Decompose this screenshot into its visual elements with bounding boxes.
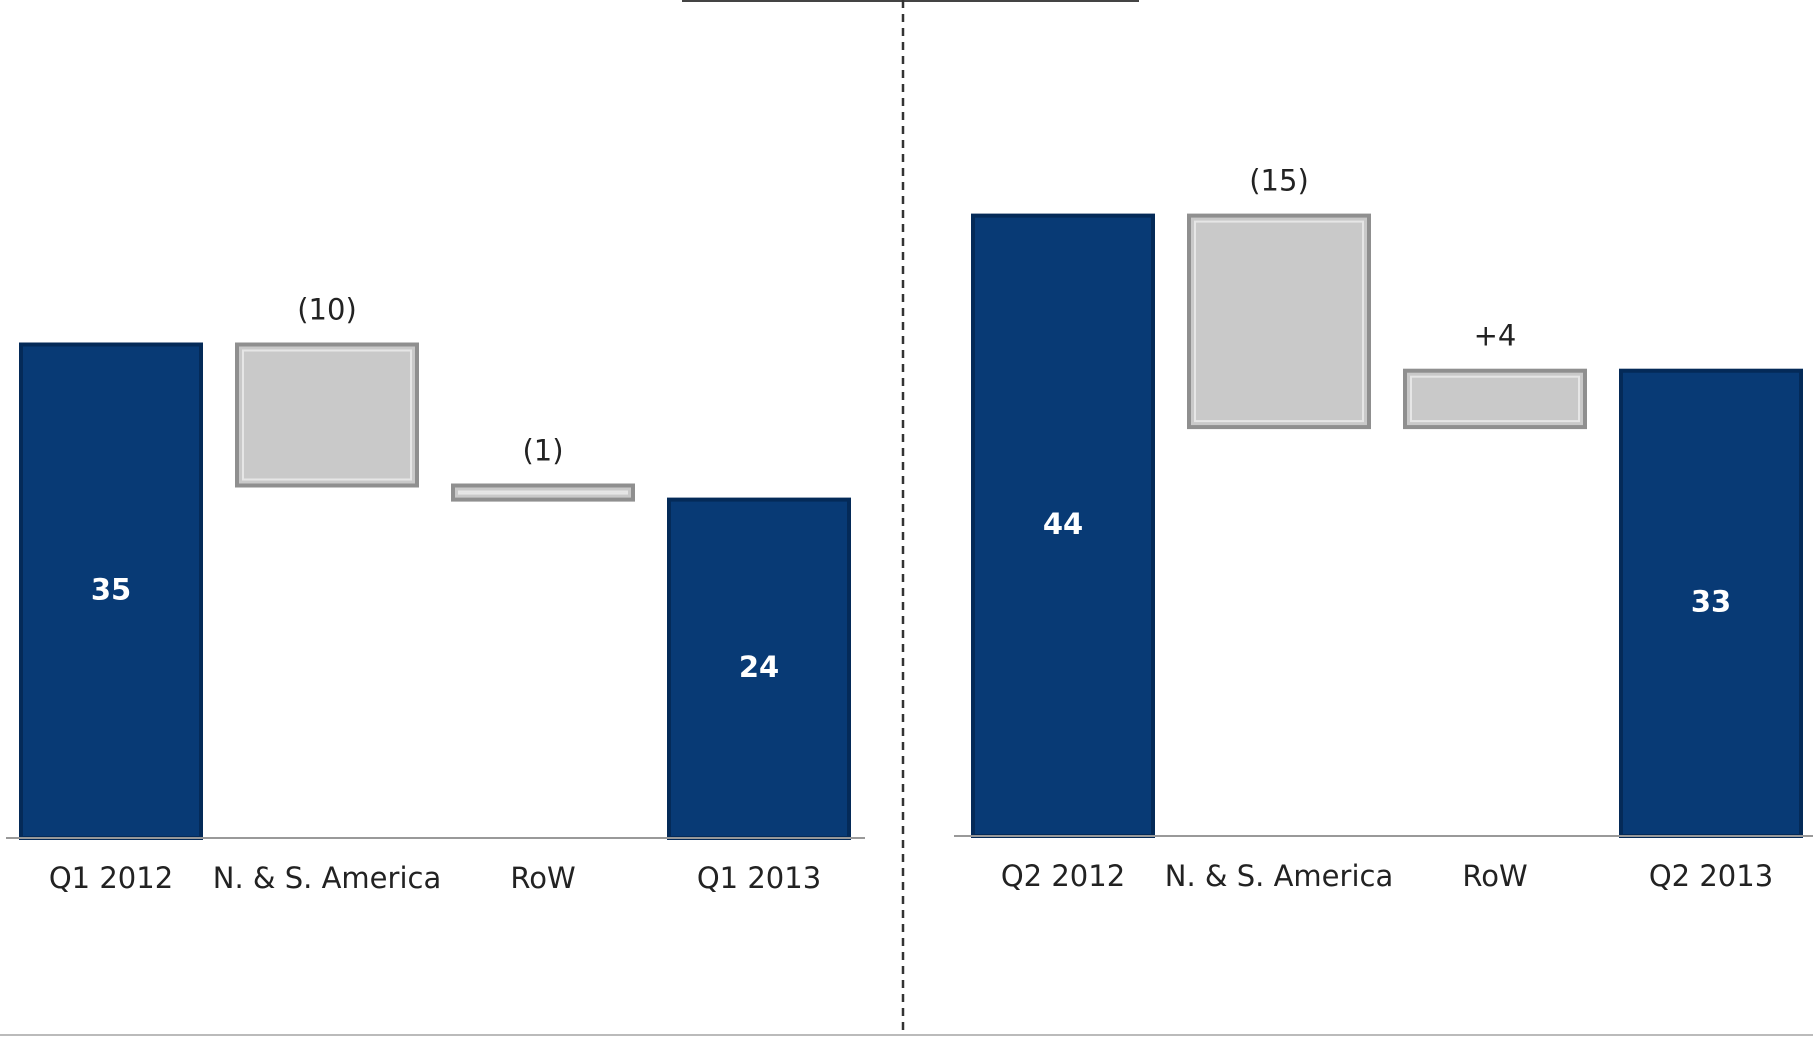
bevel xyxy=(1194,220,1364,423)
value-label: 44 xyxy=(1043,507,1083,541)
value-label: +4 xyxy=(1474,319,1517,353)
value-label: (15) xyxy=(1249,164,1309,198)
value-label: 33 xyxy=(1691,584,1731,618)
category-label: Q2 2012 xyxy=(1001,859,1125,893)
value-label: 24 xyxy=(739,650,779,684)
total-bar xyxy=(1619,368,1803,838)
category-label: N. & S. America xyxy=(213,861,441,895)
category-label: N. & S. America xyxy=(1165,859,1393,893)
total-bar xyxy=(971,213,1155,839)
change-bar xyxy=(235,342,419,488)
change-bar xyxy=(1403,368,1587,430)
category-label: Q1 2012 xyxy=(49,861,173,895)
change-bar xyxy=(1187,213,1371,430)
bevel xyxy=(1410,375,1580,423)
bevel xyxy=(458,490,628,495)
category-label: Q1 2013 xyxy=(697,861,821,895)
category-label: RoW xyxy=(510,861,575,895)
category-label: RoW xyxy=(1462,859,1527,893)
total-bar xyxy=(19,342,203,840)
change-bar xyxy=(451,483,635,502)
value-label: 35 xyxy=(91,572,131,606)
value-label: (10) xyxy=(297,293,357,327)
value-label: (1) xyxy=(522,434,563,468)
bevel xyxy=(242,349,412,481)
category-label: Q2 2013 xyxy=(1649,859,1773,893)
